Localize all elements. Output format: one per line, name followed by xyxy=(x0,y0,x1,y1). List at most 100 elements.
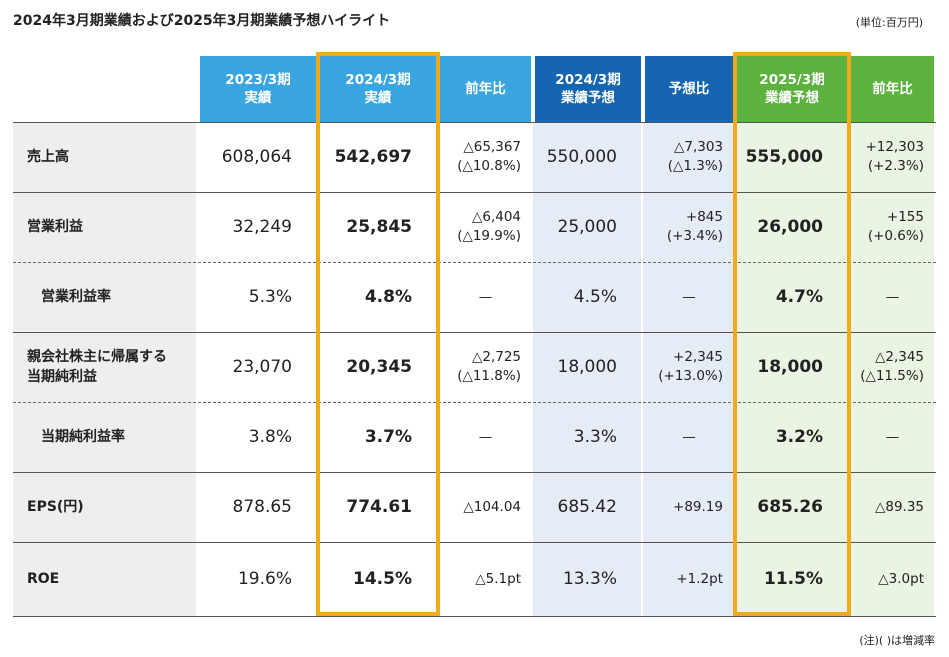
column-background xyxy=(643,122,733,616)
table-cell: 550,000 xyxy=(533,122,643,192)
column-header-line2: 業績予想 xyxy=(765,90,819,106)
cell-change-rate: (+3.4%) xyxy=(666,228,723,244)
column-header: 前年比 xyxy=(440,56,531,122)
cell-value: 14.5% xyxy=(353,569,412,589)
table-cell: △2,345 (△11.5%) xyxy=(849,332,936,402)
table-cell: △5.1pt xyxy=(438,542,533,616)
cell-value: — xyxy=(682,428,696,445)
table-cell: △104.04 xyxy=(438,472,533,542)
row-label: ROE xyxy=(13,542,196,616)
column-header-line1: 2024/3期 xyxy=(345,72,411,88)
column-header-line1: 前年比 xyxy=(465,81,506,97)
row-label: 営業利益 xyxy=(13,192,196,262)
cell-value: — xyxy=(682,288,696,305)
table-cell: 20,345 xyxy=(318,332,438,402)
cell-value: 3.8% xyxy=(248,427,292,447)
cell-value: 20,345 xyxy=(346,357,412,377)
column-header-line2: 業績予想 xyxy=(561,90,615,106)
column-header: 2024/3期 業績予想 xyxy=(535,56,641,122)
cell-value: 685.42 xyxy=(557,497,617,517)
cell-value: 4.5% xyxy=(573,287,617,307)
column-header-line1: 前年比 xyxy=(872,81,913,97)
table-cell: △2,725 (△11.8%) xyxy=(438,332,533,402)
table-cell: +845 (+3.4%) xyxy=(643,192,735,262)
table-cell: △7,303 (△1.3%) xyxy=(643,122,735,192)
column-header-line2: 実績 xyxy=(364,90,392,106)
cell-value: 555,000 xyxy=(745,147,823,167)
table-cell: 19.6% xyxy=(198,542,318,616)
cell-value: △2,725 xyxy=(471,349,521,365)
table-cell: 25,000 xyxy=(533,192,643,262)
results-table: 2023/3期 実績 2024/3期 実績 前年比 2024/3期 業績予想 予想比 2025/… xyxy=(13,52,936,617)
table-cell: 18,000 xyxy=(533,332,643,402)
cell-value: — xyxy=(478,428,493,445)
column-header: 前年比 xyxy=(851,56,934,122)
cell-value: 19.6% xyxy=(237,569,292,589)
highlight-frame xyxy=(316,52,440,616)
table-cell: 11.5% xyxy=(735,542,849,616)
row-label-line1: 当期純利益率 xyxy=(41,429,125,445)
table-cell: — xyxy=(643,262,735,332)
cell-change-rate: (+2.3%) xyxy=(867,158,924,174)
cell-value: △7,303 xyxy=(673,139,723,155)
column-header-line2: 実績 xyxy=(244,90,272,106)
cell-value: 13.3% xyxy=(562,569,617,589)
table-cell: — xyxy=(438,402,533,472)
row-label: 当期純利益率 xyxy=(13,402,196,472)
table-cell: — xyxy=(643,402,735,472)
page-title: 2024年3月期業績および2025年3月期業績予想ハイライト xyxy=(13,13,391,29)
cell-change-rate: (+0.6%) xyxy=(867,228,924,244)
cell-value: +155 xyxy=(886,209,924,225)
table-cell: 685.26 xyxy=(735,472,849,542)
cell-value: △5.1pt xyxy=(475,570,521,587)
cell-value: 18,000 xyxy=(757,357,823,377)
table-cell: 3.7% xyxy=(318,402,438,472)
row-divider xyxy=(13,192,936,193)
cell-change-rate: (△11.8%) xyxy=(457,368,521,384)
cell-value: +845 xyxy=(685,209,723,225)
table-cell: 25,845 xyxy=(318,192,438,262)
row-label-line2: 当期純利益 xyxy=(27,369,97,385)
table-cell: +12,303 (+2.3%) xyxy=(849,122,936,192)
table-cell: 3.2% xyxy=(735,402,849,472)
cell-value: 18,000 xyxy=(557,357,617,377)
cell-value: △89.35 xyxy=(874,498,924,515)
cell-value: 23,070 xyxy=(232,357,292,377)
column-header: 2025/3期 業績予想 xyxy=(737,56,847,122)
row-label-line1: 親会社株主に帰属する xyxy=(27,349,167,365)
row-divider xyxy=(13,542,936,543)
cell-value: △6,404 xyxy=(471,209,521,225)
cell-value: — xyxy=(885,288,900,305)
cell-value: △3.0pt xyxy=(878,570,924,587)
table-cell: 4.7% xyxy=(735,262,849,332)
row-divider xyxy=(13,472,936,473)
cell-value: 11.5% xyxy=(764,569,823,589)
cell-value: 550,000 xyxy=(546,147,617,167)
table-cell: 14.5% xyxy=(318,542,438,616)
table-cell: +155 (+0.6%) xyxy=(849,192,936,262)
column-background xyxy=(533,122,641,616)
cell-value: △104.04 xyxy=(463,498,521,515)
column-header: 予想比 xyxy=(645,56,733,122)
column-header-line1: 2024/3期 xyxy=(555,72,621,88)
table-cell: 685.42 xyxy=(533,472,643,542)
table-cell: 26,000 xyxy=(735,192,849,262)
cell-value: 3.2% xyxy=(775,427,823,447)
cell-value: 3.7% xyxy=(364,427,412,447)
table-cell: 18,000 xyxy=(735,332,849,402)
table-cell: △89.35 xyxy=(849,472,936,542)
column-header: 2024/3期 実績 xyxy=(320,56,436,122)
row-label: 親会社株主に帰属する 当期純利益 xyxy=(13,332,196,402)
cell-value: 685.26 xyxy=(757,497,823,517)
table-cell: +2,345 (+13.0%) xyxy=(643,332,735,402)
table-cell: 3.3% xyxy=(533,402,643,472)
cell-value: +1.2pt xyxy=(676,570,723,587)
column-background xyxy=(735,122,847,616)
row-divider xyxy=(13,332,936,333)
cell-change-rate: (△11.5%) xyxy=(860,368,924,384)
row-label-line1: 営業利益率 xyxy=(41,289,111,305)
cell-value: 25,845 xyxy=(346,217,412,237)
table-cell: +89.19 xyxy=(643,472,735,542)
table-cell: 878.65 xyxy=(198,472,318,542)
cell-value: — xyxy=(885,428,900,445)
